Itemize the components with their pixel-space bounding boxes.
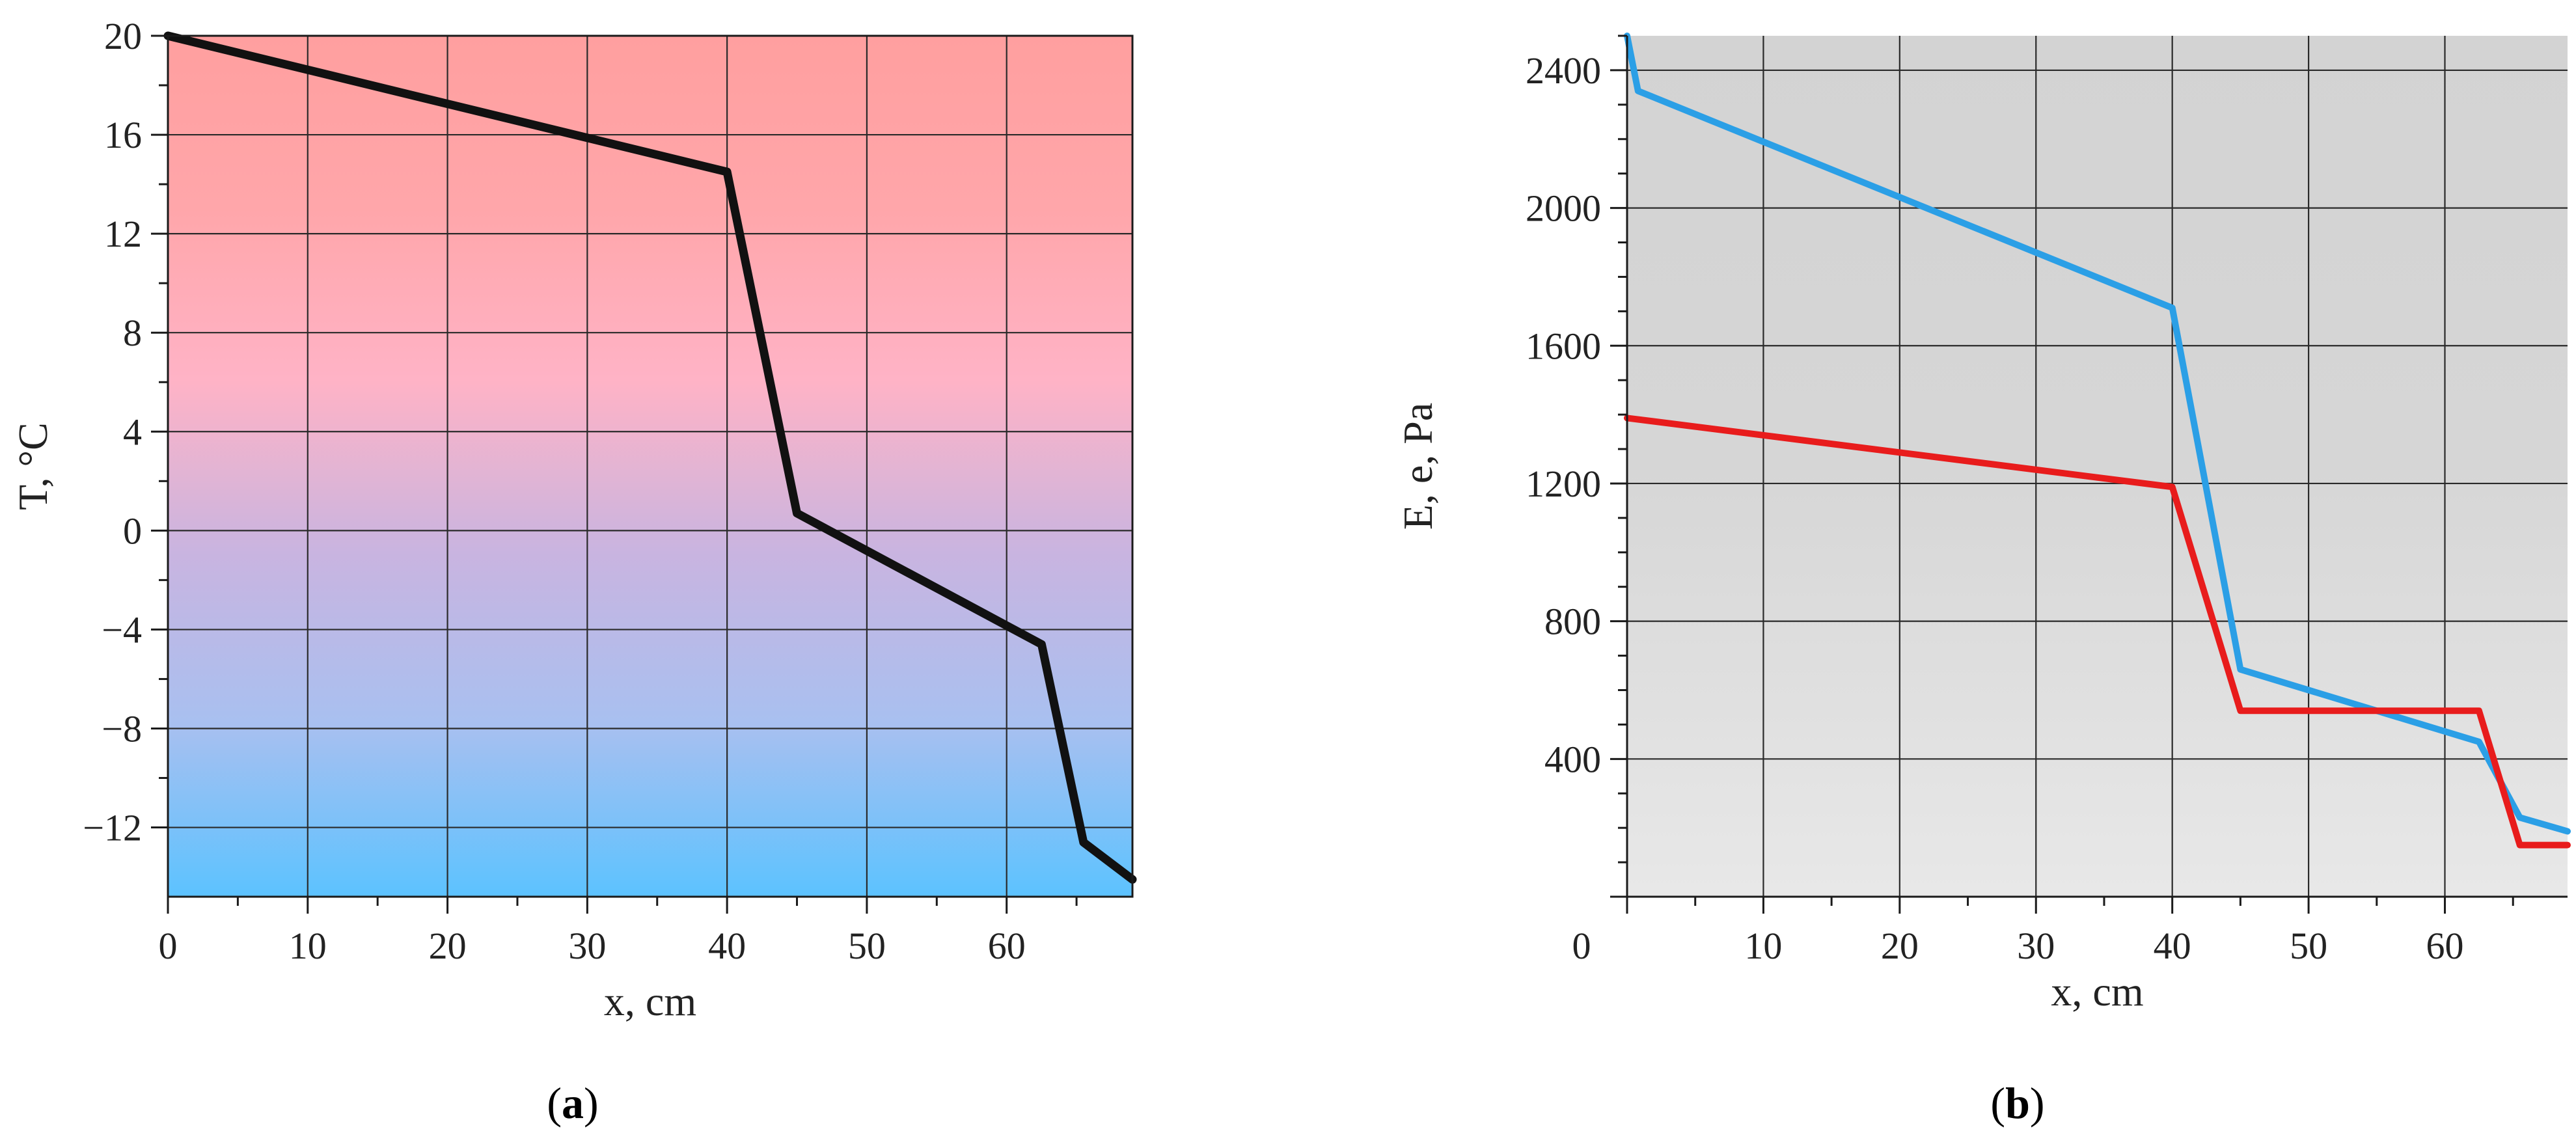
panel-a-series: [163, 31, 1137, 884]
panel-b-x-axis-title: x, cm: [2051, 968, 2143, 1015]
panel-b-grid: [1627, 36, 2568, 897]
y-tick-label: 800: [1544, 601, 1601, 643]
y-tick-label: 4: [123, 411, 142, 453]
panel-b-modulus-chart: 0 10 20 30 40 50 60 400 800 1200 1600 2000 2400 x, …: [1395, 33, 2571, 1128]
x-tick-label: 10: [289, 925, 327, 967]
panel-b-series: [1624, 33, 2571, 849]
panel-b-caption-letter: b: [2005, 1078, 2030, 1128]
series-line-2: [1624, 415, 2571, 849]
x-tick-label: 0: [159, 925, 178, 967]
x-tick-label: 0: [1572, 925, 1591, 967]
panel-b-plot-background: [1627, 36, 2568, 897]
y-tick-label: 1200: [1526, 463, 1601, 505]
panel-a-caption-letter: a: [562, 1078, 584, 1128]
x-tick-label: 30: [568, 925, 606, 967]
y-tick-label: 16: [104, 114, 142, 156]
x-tick-label: 50: [2290, 925, 2327, 967]
y-tick-label: 20: [104, 15, 142, 57]
y-tick-label: 400: [1544, 738, 1601, 780]
panel-b-y-axis-title: E, e, Pa: [1395, 403, 1441, 530]
x-tick-label: 20: [1881, 925, 1919, 967]
x-tick-label: 20: [429, 925, 467, 967]
x-tick-label: 50: [848, 925, 886, 967]
panel-a-y-tick-labels: −12 −8 −4 0 4 8 12 16 20: [83, 15, 142, 849]
x-tick-label: 60: [988, 925, 1026, 967]
panel-a-caption: (a): [547, 1078, 598, 1128]
panel-b-axes: [1626, 36, 2568, 898]
panel-b-caption: (b): [1990, 1078, 2044, 1128]
y-tick-label: 8: [123, 312, 142, 354]
x-tick-label: 60: [2426, 925, 2464, 967]
y-tick-label: 12: [104, 213, 142, 255]
panel-a-grid: [168, 36, 1132, 897]
panel-b-x-tick-labels: 0 10 20 30 40 50 60: [1572, 925, 2464, 967]
y-tick-label: 0: [123, 510, 142, 552]
panel-a-ticks: [151, 34, 1078, 914]
y-tick-label: 1600: [1526, 325, 1601, 367]
panel-a-plot-background: [168, 36, 1132, 897]
panel-a-plot-frame: [167, 34, 1134, 898]
x-tick-label: 10: [1744, 925, 1782, 967]
series-line-1: [163, 31, 1137, 884]
x-tick-label: 40: [2154, 925, 2191, 967]
panel-b-y-tick-labels: 400 800 1200 1600 2000 2400: [1526, 49, 1601, 780]
y-tick-label: −8: [102, 707, 142, 750]
panel-a-y-axis-title: T, °C: [10, 422, 56, 510]
panel-a-x-axis-title: x, cm: [604, 978, 696, 1024]
y-tick-label: 2400: [1526, 49, 1601, 92]
x-tick-label: 40: [708, 925, 746, 967]
y-tick-label: −4: [102, 608, 142, 651]
series-line-1: [1624, 33, 2571, 835]
panel-b-ticks: [1610, 34, 2514, 914]
y-tick-label: −12: [83, 807, 142, 849]
panel-a-x-tick-labels: 0 10 20 30 40 50 60: [159, 925, 1026, 967]
panel-a-temperature-chart: 0 10 20 30 40 50 60 −12 −8 −4 0 4 8 12 16 20 x, cm T, …: [10, 15, 1137, 1128]
x-tick-label: 30: [2017, 925, 2055, 967]
y-tick-label: 2000: [1526, 187, 1601, 230]
